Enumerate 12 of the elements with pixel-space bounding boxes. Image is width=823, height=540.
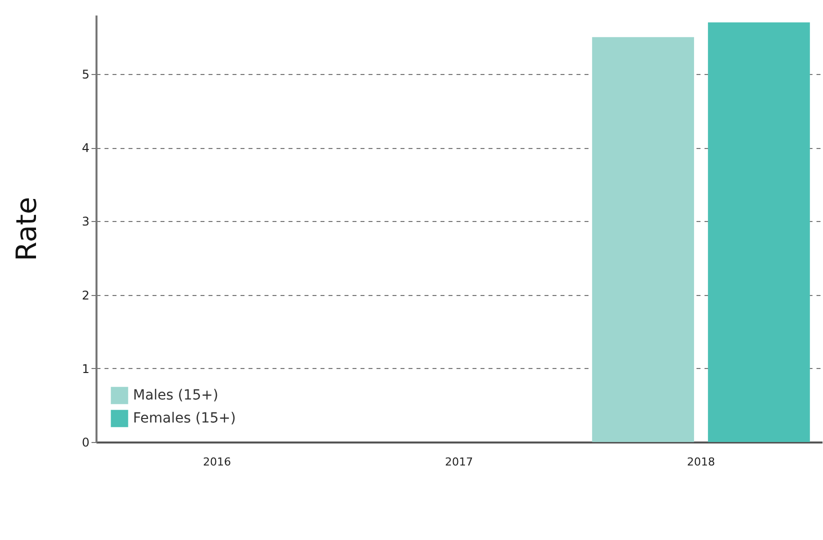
y-tick-label: 1 xyxy=(82,362,90,376)
legend-label: Females (15+) xyxy=(133,410,236,426)
x-tick-label: 2016 xyxy=(203,456,231,468)
y-tick-label: 0 xyxy=(82,436,90,450)
legend-label: Males (15+) xyxy=(133,388,218,404)
x-tick-label: 2017 xyxy=(445,456,473,468)
y-axis-title: Rate xyxy=(10,196,43,262)
x-tick-label: 2018 xyxy=(687,456,715,468)
y-tick-label: 3 xyxy=(82,214,90,229)
y-tick-label: 4 xyxy=(82,141,90,156)
y-tick-label: 2 xyxy=(82,288,90,302)
y-tick-label: 5 xyxy=(82,67,90,82)
